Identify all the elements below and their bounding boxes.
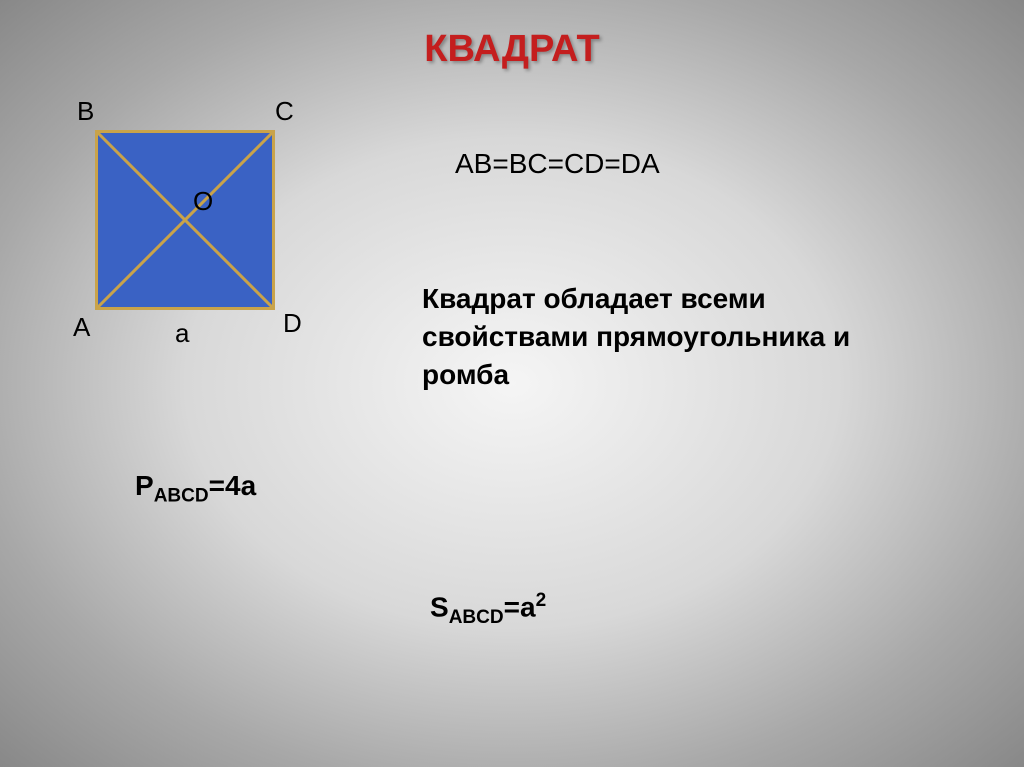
equation-area: SABCD=a2 [430, 590, 546, 629]
perimeter-suffix: =4a [209, 470, 257, 501]
vertex-label-c: C [275, 96, 294, 127]
square-diagram: B C A D O a [95, 130, 275, 310]
square-description: Квадрат обладает всеми свойствами прямоу… [422, 280, 902, 393]
area-prefix: S [430, 591, 449, 622]
perimeter-subscript: ABCD [154, 486, 209, 507]
vertex-label-a: A [73, 312, 90, 343]
vertex-label-o: O [193, 186, 213, 217]
perimeter-prefix: P [135, 470, 154, 501]
equation-perimeter: PABCD=4a [135, 470, 256, 508]
vertex-label-d: D [283, 308, 302, 339]
area-subscript: ABCD [449, 607, 504, 628]
square-shape [95, 130, 275, 310]
equation-sides: AB=BC=CD=DA [455, 148, 660, 180]
side-label: a [175, 318, 189, 349]
vertex-label-b: B [77, 96, 94, 127]
area-superscript: 2 [536, 590, 547, 611]
page-title: КВАДРАТ [424, 28, 599, 71]
area-mid: =a [504, 591, 536, 622]
